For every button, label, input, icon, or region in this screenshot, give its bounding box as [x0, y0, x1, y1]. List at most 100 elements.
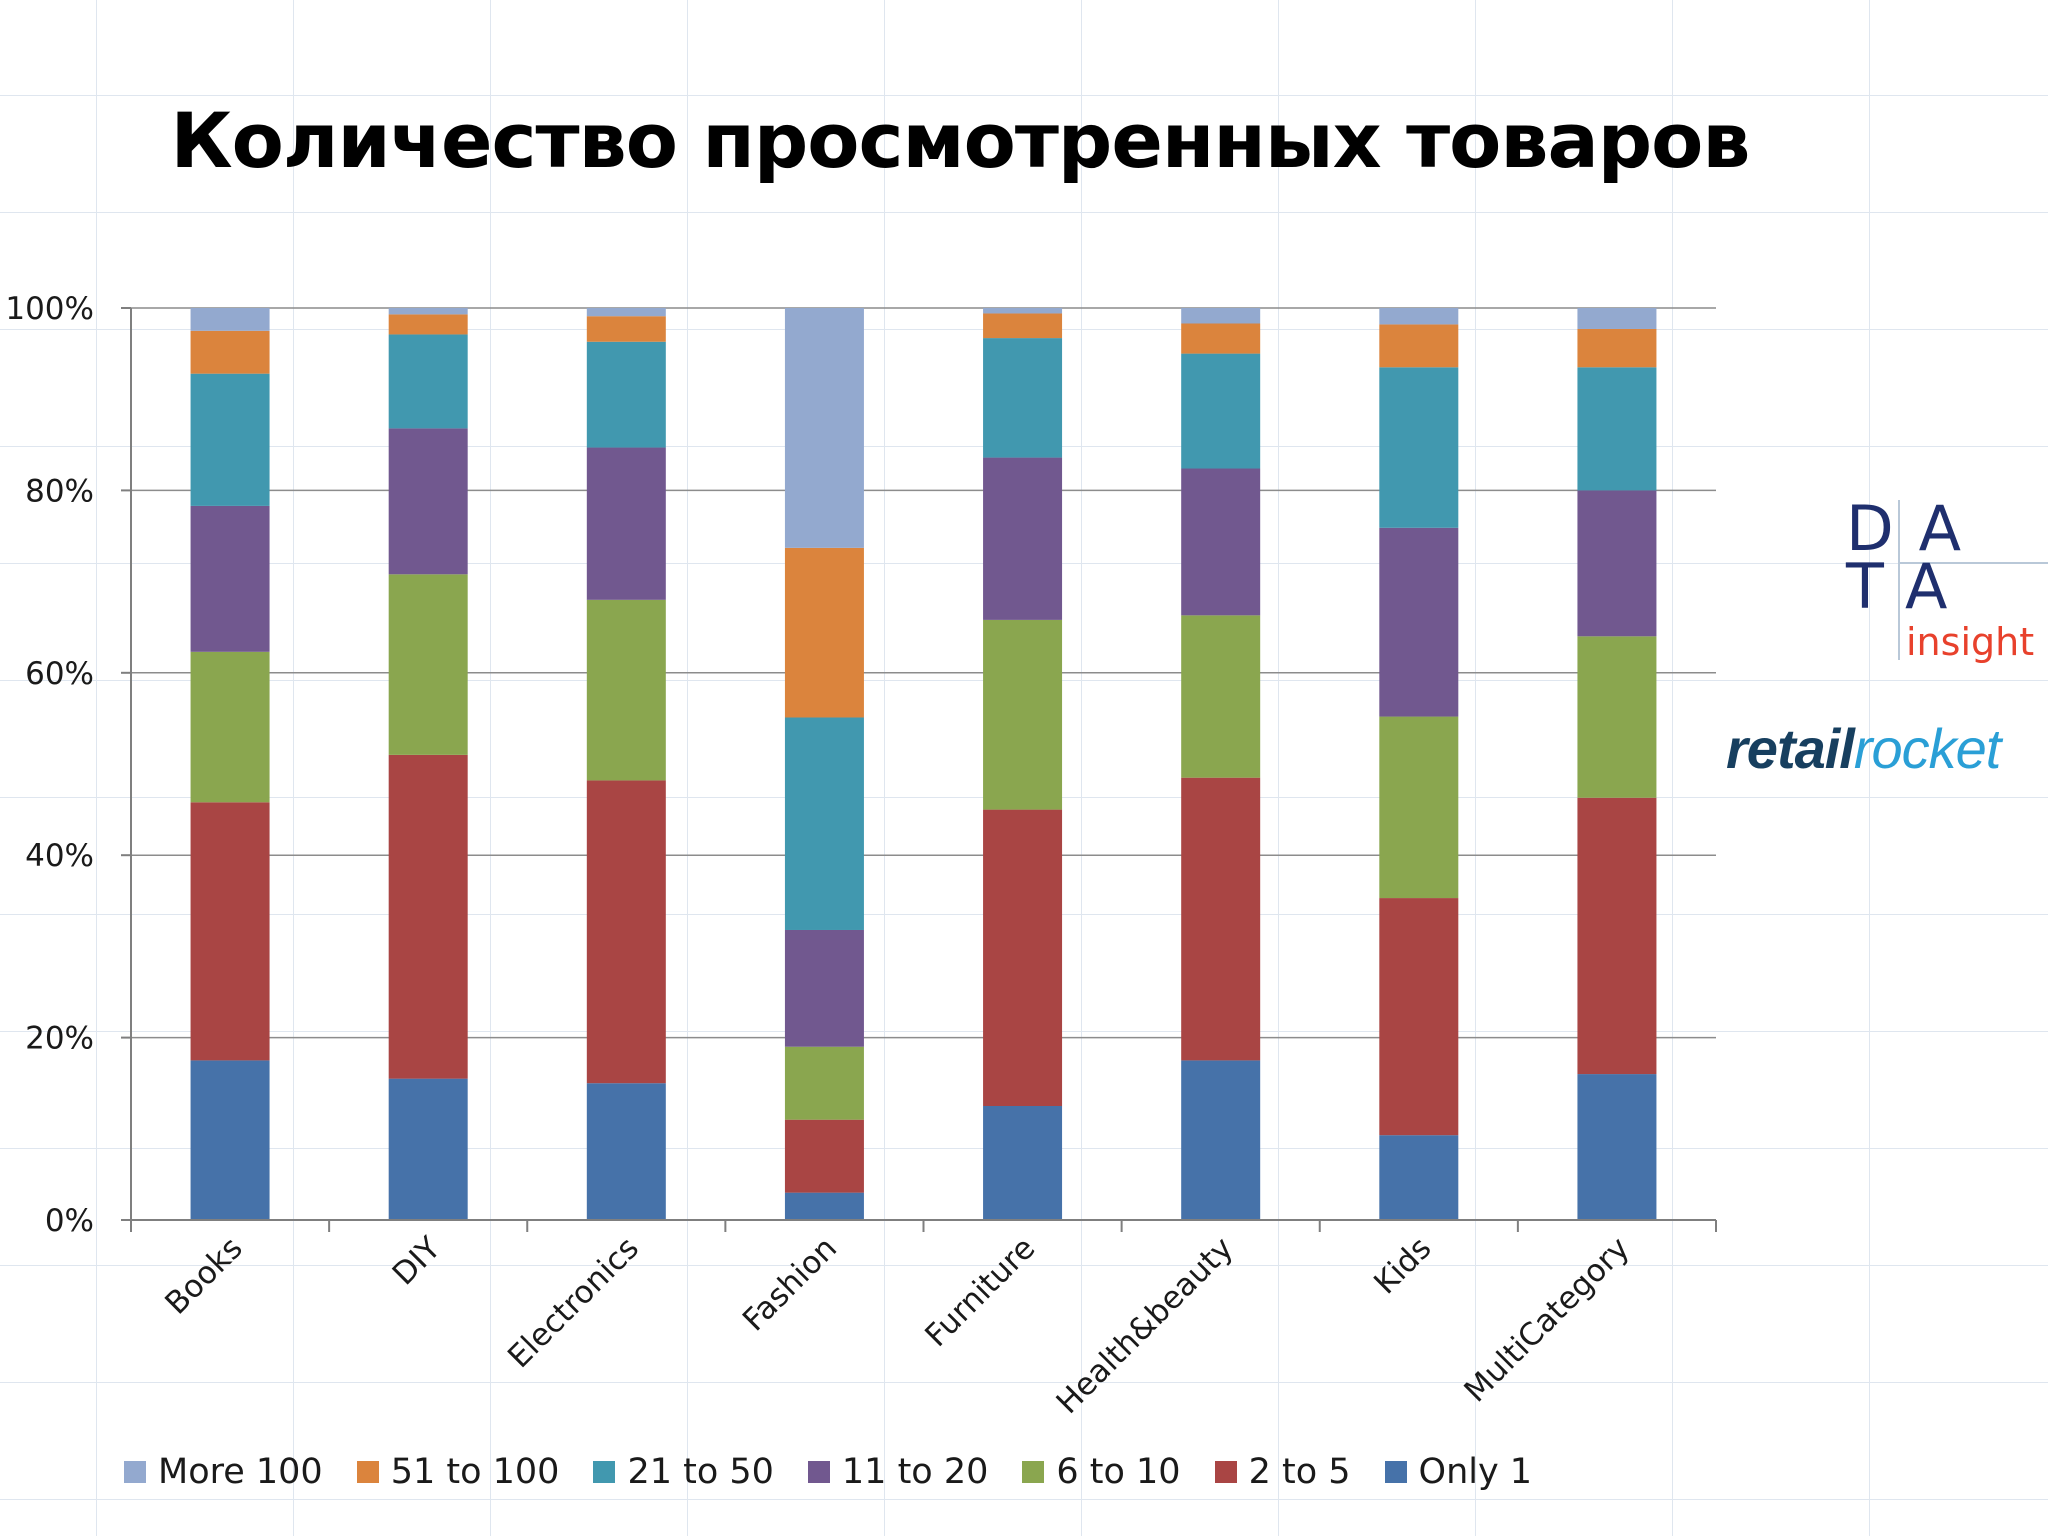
bar-segment: [784, 1119, 864, 1193]
bar-segment: [190, 373, 270, 506]
legend-item: 21 to 50: [593, 1452, 774, 1492]
x-tick-label: Books: [158, 1230, 249, 1321]
bar-segment: [1577, 797, 1657, 1075]
bar-segment: [388, 334, 468, 429]
bar-segment: [983, 308, 1063, 314]
bar-segment: [586, 599, 666, 781]
legend-swatch: [1214, 1461, 1237, 1483]
bar-segment: [1379, 324, 1459, 368]
legend-item: 2 to 5: [1214, 1452, 1351, 1492]
legend-item: 51 to 100: [356, 1452, 560, 1492]
bar-segment: [1379, 898, 1459, 1136]
y-tick-label: 40%: [25, 838, 94, 874]
bar-segment: [784, 547, 864, 718]
bar-segment: [586, 316, 666, 342]
y-tick-label: 100%: [5, 291, 94, 327]
legend-swatch: [593, 1461, 616, 1483]
legend-item: More 100: [124, 1452, 323, 1492]
bar-segment: [1379, 1135, 1459, 1220]
data-logo-letters: DA TA: [1846, 492, 1988, 623]
y-tick-label: 20%: [25, 1021, 94, 1057]
legend-label: 6 to 10: [1056, 1452, 1181, 1492]
bar-segment: [1379, 716, 1459, 899]
x-tick-label: Furniture: [918, 1230, 1042, 1354]
bar-segment: [1577, 328, 1657, 368]
bar-segment: [784, 717, 864, 930]
bar-segment: [784, 1192, 864, 1220]
x-tick-labels: Books DIY Electronics Fashion Furniture Healt…: [158, 1230, 1636, 1421]
retail-logo-word: retail: [1726, 717, 1855, 780]
legend-item: 11 to 20: [807, 1452, 988, 1492]
legend-item: 6 to 10: [1022, 1452, 1181, 1492]
bar-segment: [388, 754, 468, 1079]
x-tick-label: Kids: [1367, 1230, 1438, 1301]
x-tick-label: Health&beauty: [1050, 1230, 1241, 1421]
bar-segment: [388, 574, 468, 755]
bar-segment: [1577, 1074, 1657, 1220]
bar-segment: [983, 457, 1063, 620]
chart-title: Количество просмотренных товаров: [170, 96, 1751, 185]
bar-segment: [1181, 1060, 1261, 1220]
bar-segment: [190, 651, 270, 803]
bar-segment: [586, 1083, 666, 1220]
legend-label: 21 to 50: [627, 1452, 774, 1492]
bar-segment: [190, 505, 270, 652]
bar-segment: [1379, 308, 1459, 325]
bar-segment: [1577, 308, 1657, 329]
bar-segment: [784, 929, 864, 1047]
legend: More 100 51 to 100 21 to 50 11 to 20 6 to 10…: [124, 1450, 1532, 1494]
bar-segment: [1181, 353, 1261, 469]
x-tick-label: Electronics: [501, 1230, 646, 1375]
bar-segment: [586, 308, 666, 317]
bar-segment: [1577, 490, 1657, 637]
retail-rocket-logo: retailrocket: [1726, 716, 2001, 781]
bar-segment: [1181, 308, 1261, 324]
y-tick-label: 0%: [45, 1203, 94, 1239]
legend-swatch: [1022, 1461, 1045, 1483]
bar-segment: [784, 308, 864, 548]
bar-segment: [388, 314, 468, 335]
legend-label: Only 1: [1418, 1452, 1533, 1492]
bar-segment: [1379, 367, 1459, 528]
legend-label: 2 to 5: [1248, 1452, 1351, 1492]
y-tick-labels: 0% 20% 40% 60% 80% 100%: [5, 291, 94, 1239]
stacked-bar-chart: 0% 20% 40% 60% 80% 100% Books DIY Electronics Fa…: [5, 291, 1717, 1421]
bar-segment: [1577, 367, 1657, 491]
bar-segment: [983, 809, 1063, 1106]
bar-segment: [190, 802, 270, 1061]
x-tick-label: DIY: [386, 1230, 448, 1292]
x-tick-label: Fashion: [736, 1230, 844, 1338]
x-tick-label: MultiCategory: [1457, 1230, 1636, 1409]
insight-logo-word: insight: [1906, 620, 2035, 664]
bar-segment: [983, 313, 1063, 339]
axes: [121, 307, 1717, 1232]
legend-swatch: [356, 1461, 379, 1483]
bar-segment: [190, 308, 270, 331]
legend-label: 51 to 100: [390, 1452, 560, 1492]
legend-swatch: [124, 1461, 146, 1483]
legend-item: Only 1: [1384, 1452, 1533, 1492]
legend-label: More 100: [158, 1452, 323, 1492]
bar-segment: [190, 330, 270, 374]
bar-segment: [388, 308, 468, 315]
y-tick-label: 80%: [25, 473, 94, 509]
bar-segment: [1181, 777, 1261, 1061]
bar-segment: [983, 619, 1063, 810]
data-insight-logo: DA TA insight: [1834, 492, 2048, 670]
bar-segment: [1181, 468, 1261, 616]
logo-divider: [1898, 500, 1900, 660]
logo-divider: [1898, 562, 2048, 564]
rocket-logo-word: rocket: [1853, 717, 2001, 780]
legend-swatch: [807, 1461, 830, 1483]
gridlines: [131, 307, 1716, 1039]
bar-segment: [586, 780, 666, 1084]
bar-segment: [784, 1046, 864, 1120]
y-tick-label: 60%: [25, 656, 94, 692]
bar-segment: [586, 447, 666, 600]
bar-segment: [1577, 636, 1657, 798]
bar-segment: [983, 1106, 1063, 1220]
bar-segment: [983, 338, 1063, 458]
bar-segment: [1181, 323, 1261, 354]
bar-segment: [1379, 527, 1459, 717]
bar-segment: [1181, 615, 1261, 778]
